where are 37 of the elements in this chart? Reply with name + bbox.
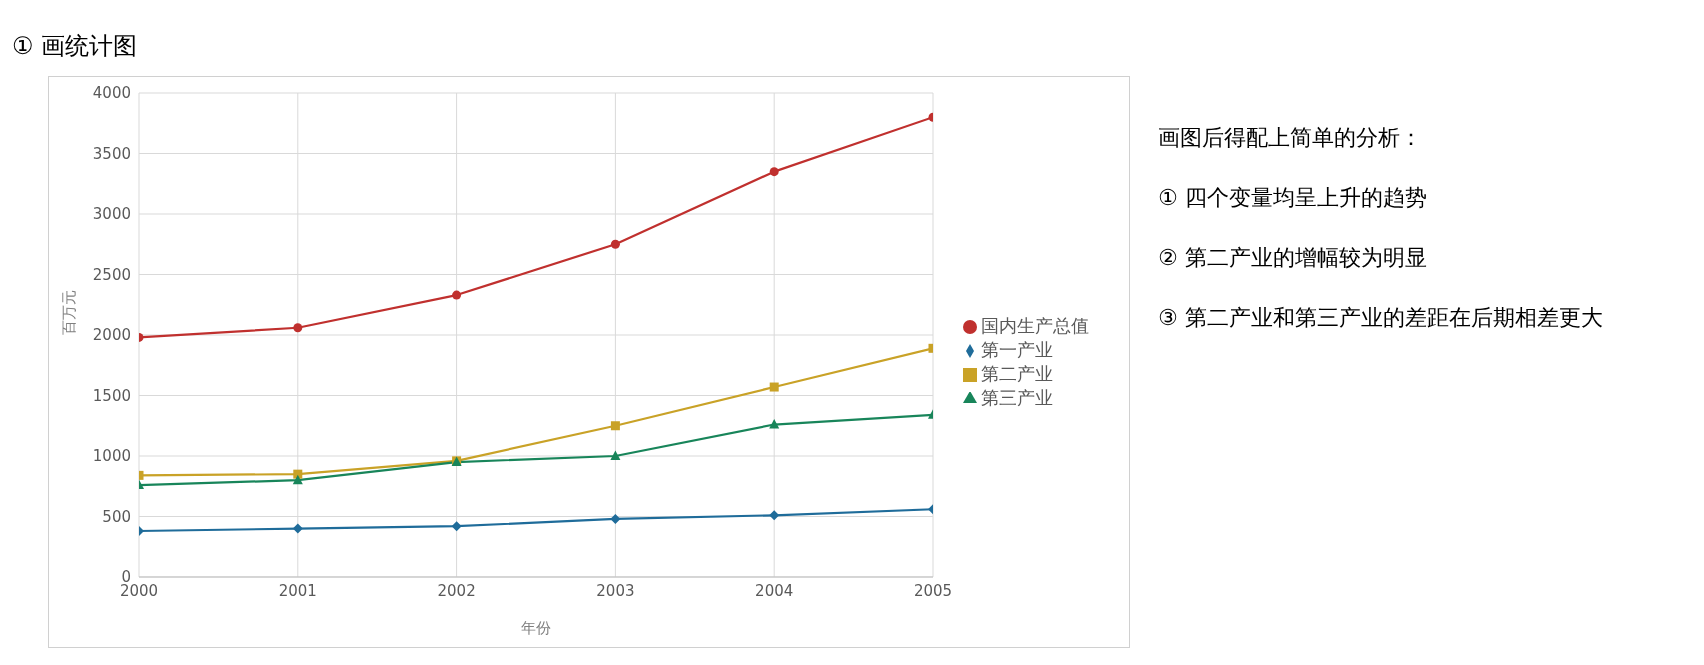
x-tick-label: 2002 (437, 581, 476, 600)
y-tick-label: 1000 (92, 447, 131, 466)
point (610, 513, 621, 524)
text: ① 四个变量均呈上升的趋势 (1158, 184, 1428, 212)
y-tick-label: 1500 (92, 386, 131, 405)
text: 画图后得配上简单的分析： (1158, 124, 1423, 152)
y-tick-label: 2500 (92, 265, 131, 284)
legend-label: 第一产业 (981, 339, 1053, 360)
y-tick-label: 2000 (92, 326, 131, 345)
y-tick-label: 4000 (92, 84, 131, 103)
x-tick-label: 2003 (596, 581, 635, 600)
y-tick-label: 3000 (92, 205, 131, 224)
point (452, 290, 462, 300)
y-axis-title: 百万元 (60, 290, 79, 335)
point (293, 323, 303, 333)
legend-label: 第三产业 (981, 387, 1053, 408)
y-tick-label: 3500 (92, 144, 131, 163)
point (610, 421, 620, 431)
y-tick-label: 500 (102, 507, 131, 526)
text: ③ 第二产业和第三产业的差距在后期相差更大 (1158, 304, 1603, 332)
chart-title: ① 画统计图 (12, 31, 138, 62)
x-tick-label: 2001 (278, 581, 317, 600)
x-tick-label: 2004 (755, 581, 794, 600)
point (292, 523, 303, 534)
text: ② 第二产业的增幅较为明显 (1158, 244, 1428, 272)
point (769, 510, 780, 521)
point (292, 474, 303, 485)
point (610, 239, 620, 249)
point (451, 521, 462, 532)
legend-label: 第二产业 (981, 363, 1053, 384)
point (769, 419, 780, 429)
point (769, 167, 779, 177)
point (769, 382, 779, 392)
x-axis-title: 年份 (521, 619, 551, 637)
x-tick-label: 2005 (913, 581, 953, 600)
legend-label: 国内生产总值 (981, 315, 1089, 336)
point (610, 450, 621, 460)
